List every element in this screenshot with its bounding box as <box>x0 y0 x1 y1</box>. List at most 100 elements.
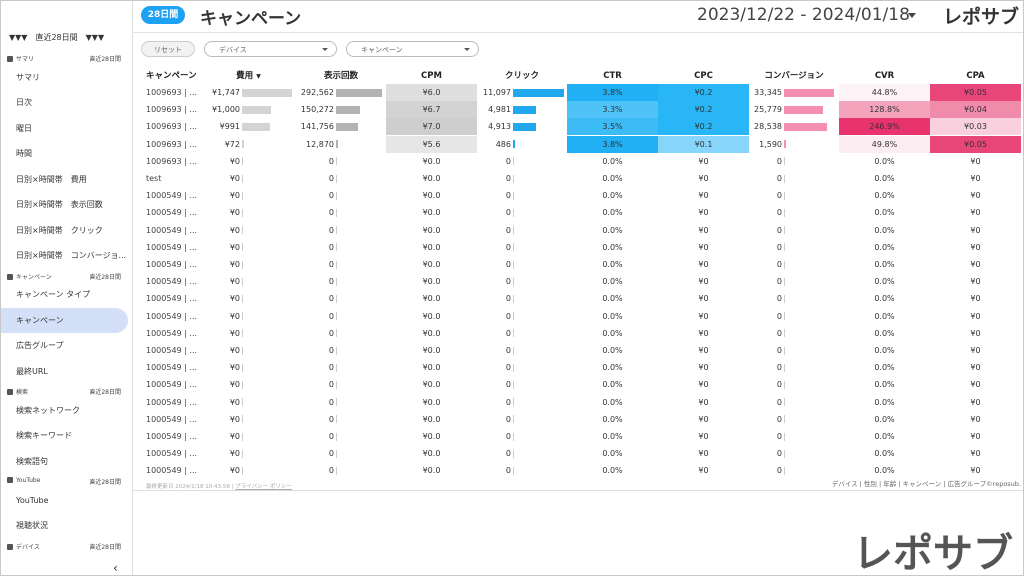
cell-value: ¥0.0 <box>422 432 441 441</box>
nav-item[interactable]: 日別×時間帯 表示回数 <box>16 200 103 209</box>
cell-value: 0 <box>328 225 334 235</box>
campaign-filter[interactable]: キャンペーン <box>346 41 479 57</box>
campaign-name[interactable]: 1000549 | ... <box>146 449 198 459</box>
column-header[interactable]: CTR <box>567 69 658 83</box>
cell-value: 0 <box>328 328 334 338</box>
sidebar-section: YouTube 直近28日間 <box>7 474 125 488</box>
header-label: クリック <box>504 71 539 81</box>
cell-value: ¥0 <box>970 346 981 355</box>
nav-item[interactable]: 日次 <box>16 98 32 107</box>
cell-value: ¥0 <box>229 191 240 201</box>
column-header[interactable]: CPA <box>930 69 1021 83</box>
column-header[interactable]: 費用 ▼ <box>201 69 296 83</box>
campaign-name[interactable]: 1000549 | ... <box>146 346 198 355</box>
heat-cell <box>567 135 658 153</box>
data-bar <box>784 243 785 252</box>
campaign-name[interactable]: 1000549 | ... <box>146 414 198 424</box>
footer-tags: デバイス | 性別 | 年齢 | キャンペーン | 広告グループ©reposub… <box>831 480 1021 488</box>
cell-value: 0 <box>328 432 334 441</box>
nav-item[interactable]: 日別×時間帯 クリック <box>16 225 103 235</box>
reset-button[interactable]: リセット <box>141 41 195 57</box>
cell-value: 0 <box>776 225 782 235</box>
nav-item[interactable]: 広告グループ <box>16 341 64 350</box>
column-header[interactable]: 表示回数 <box>296 69 386 83</box>
cell-value: ¥0 <box>698 208 709 218</box>
cell-value: 0 <box>328 414 334 424</box>
cell-value: ¥0 <box>698 363 709 373</box>
campaign-name[interactable]: 1000549 | ... <box>146 260 198 269</box>
column-header[interactable]: キャンペーン <box>146 69 206 83</box>
cell-value: 0 <box>328 191 334 201</box>
nav-item[interactable]: 曜日 <box>16 123 32 133</box>
campaign-name[interactable]: 1000549 | ... <box>146 311 198 321</box>
nav-item[interactable]: サマリ <box>16 72 40 82</box>
campaign-name[interactable]: 1000549 | ... <box>146 225 198 235</box>
nav-item[interactable]: 時間 <box>16 149 32 158</box>
campaign-name[interactable]: 1009693 | ... <box>146 88 198 97</box>
sort-indicator: ▼ <box>256 73 261 80</box>
nav-item[interactable]: 検索語句 <box>16 456 48 466</box>
cell-value: ¥6.7 <box>422 105 441 115</box>
column-header[interactable]: CPM <box>386 69 477 83</box>
date-dropdown-arrow[interactable] <box>908 13 916 18</box>
data-bar <box>336 105 360 114</box>
cell-value: 1,590 <box>759 139 782 149</box>
campaign-name[interactable]: 1000549 | ... <box>146 242 198 252</box>
column-header[interactable]: CPC <box>658 69 749 83</box>
cell-value: ¥0.0 <box>422 156 441 166</box>
campaign-name[interactable]: 1000549 | ... <box>146 466 198 476</box>
privacy-link[interactable]: プライバシー ポリシー <box>235 484 292 490</box>
nav-item[interactable]: キャンペーン タイプ <box>16 290 91 299</box>
nav-item[interactable]: YouTube <box>16 495 49 505</box>
device-filter[interactable]: デバイス <box>204 41 337 57</box>
campaign-name[interactable]: 1009693 | ... <box>146 139 198 149</box>
data-bar <box>513 329 514 338</box>
cell-value: ¥0 <box>229 380 240 390</box>
nav-item[interactable]: 日別×時間帯 コンバージョ... <box>16 251 127 260</box>
cell-value: ¥0 <box>970 466 981 476</box>
column-header[interactable]: クリック <box>477 69 567 83</box>
header-label: CPA <box>966 71 985 81</box>
nav-item[interactable]: 最終URL <box>16 366 48 376</box>
campaign-name[interactable]: 1009693 | ... <box>146 156 198 166</box>
campaign-name[interactable]: 1000549 | ... <box>146 380 198 390</box>
campaign-name[interactable]: 1009693 | ... <box>146 122 198 132</box>
section-period: 直近28日間 <box>89 389 121 396</box>
cell-value: 0 <box>776 328 782 338</box>
nav-item[interactable]: 視聴状況 <box>16 521 48 530</box>
column-header[interactable]: CVR <box>839 69 930 83</box>
collapse-button[interactable]: ‹ <box>113 561 118 575</box>
campaign-name[interactable]: 1000549 | ... <box>146 432 198 441</box>
period-badge: 28日間 <box>141 6 185 24</box>
nav-item[interactable]: 検索ネットワーク <box>16 405 80 415</box>
campaign-name[interactable]: 1000549 | ... <box>146 397 198 407</box>
nav-item[interactable]: 検索キーワード <box>16 431 72 440</box>
cell-value: ¥0 <box>970 363 981 373</box>
page-title: キャンペーン <box>200 9 302 29</box>
data-bar <box>336 380 337 389</box>
cell-value: ¥0 <box>970 414 981 424</box>
campaign-name[interactable]: 1000549 | ... <box>146 191 198 201</box>
campaign-name[interactable]: 1000549 | ... <box>146 277 198 287</box>
nav-item[interactable]: キャンペーン <box>1 307 128 333</box>
campaign-name[interactable]: 1000549 | ... <box>146 363 198 373</box>
data-bar <box>242 140 245 149</box>
date-range[interactable]: 2023/12/22 - 2024/01/18 <box>697 5 910 25</box>
campaign-name[interactable]: 1009693 | ... <box>146 105 198 115</box>
campaign-name[interactable]: test <box>146 174 162 183</box>
section-title: 検索 <box>7 387 28 396</box>
period-selector[interactable]: ▼▼▼ 直近28日間 ▼▼▼ <box>9 33 105 42</box>
data-bar <box>242 380 243 389</box>
cell-value: 0.0% <box>874 294 895 304</box>
cell-value: 0.0% <box>874 380 895 390</box>
campaign-name[interactable]: 1000549 | ... <box>146 294 198 304</box>
watermark-logo: レポサブ <box>853 531 1013 576</box>
nav-item[interactable]: 日別×時間帯 費用 <box>16 174 87 184</box>
cell-value: 0 <box>505 156 511 166</box>
column-header[interactable]: コンバージョン <box>749 69 839 83</box>
campaign-name[interactable]: 1000549 | ... <box>146 328 198 338</box>
campaign-name[interactable]: 1000549 | ... <box>146 208 198 218</box>
cell-value: ¥1,747 <box>212 88 240 97</box>
header-label: コンバージョン <box>764 71 824 81</box>
data-bar <box>784 105 823 114</box>
